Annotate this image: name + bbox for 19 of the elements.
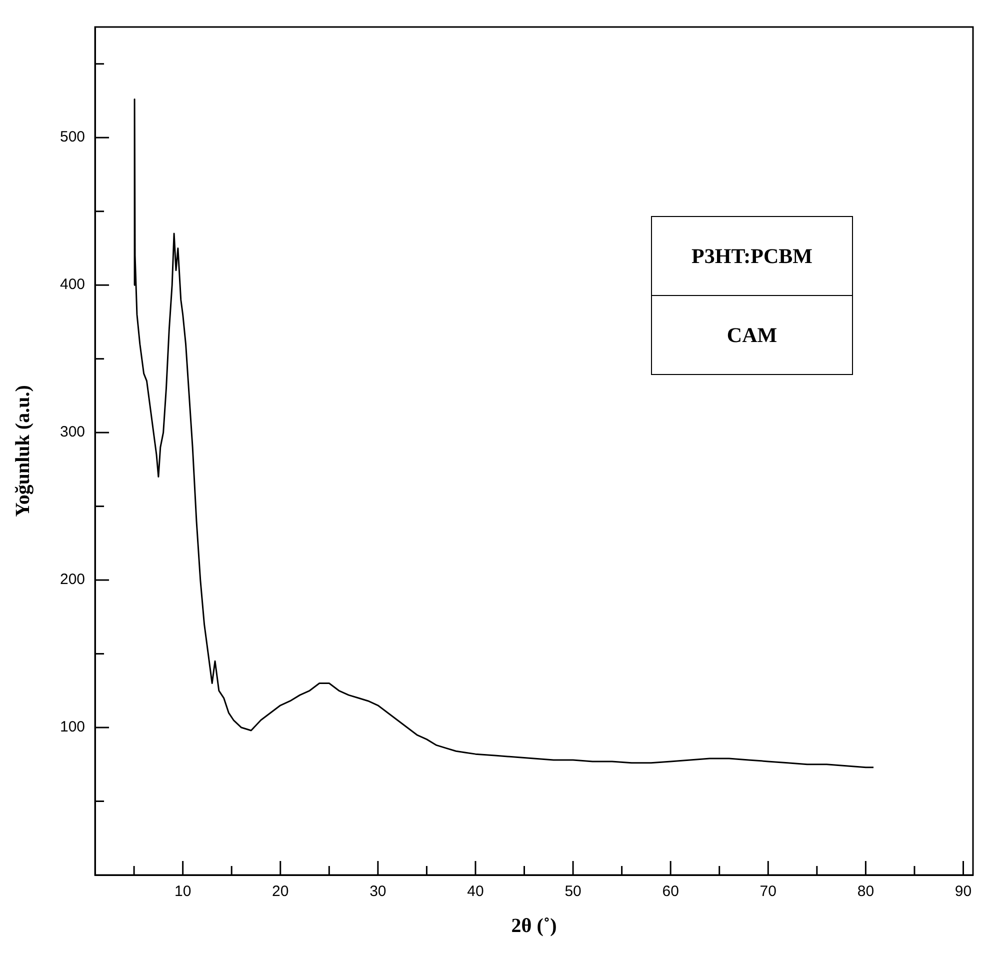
x-tick-label: 60 xyxy=(662,883,679,900)
x-tick-label: 70 xyxy=(760,883,776,900)
x-tick-label: 20 xyxy=(272,883,289,900)
label-box: P3HT:PCBM CAM xyxy=(651,216,853,375)
annotation: CAM xyxy=(652,295,852,374)
x-tick-label: 50 xyxy=(564,883,582,900)
x-tick-label: 30 xyxy=(370,883,386,900)
x-axis-title: 2θ (˚) xyxy=(511,915,557,938)
x-tick-label: 40 xyxy=(467,883,484,900)
y-tick-label: 400 xyxy=(60,276,86,294)
y-axis-title: Yoğunluk (a.u.) xyxy=(12,385,34,517)
y-tick-label: 500 xyxy=(60,128,86,146)
y-tick-label: 300 xyxy=(60,424,86,441)
x-tick-label: 80 xyxy=(857,883,874,900)
annotation: P3HT:PCBM xyxy=(690,243,814,270)
y-tick-label: 100 xyxy=(60,718,86,736)
x-tick-label: 90 xyxy=(954,883,972,900)
x-tick-label: 10 xyxy=(174,883,192,900)
y-tick-label: 200 xyxy=(60,571,86,588)
